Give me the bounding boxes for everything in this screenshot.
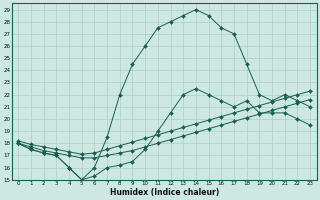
X-axis label: Humidex (Indice chaleur): Humidex (Indice chaleur) xyxy=(109,188,219,197)
